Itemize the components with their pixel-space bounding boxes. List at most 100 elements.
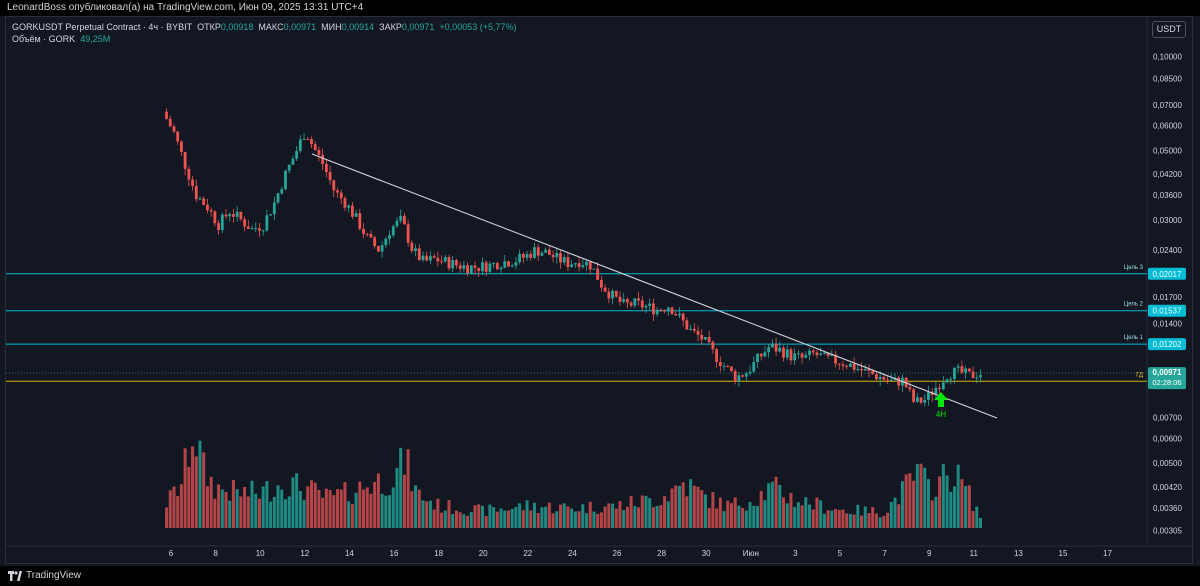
symbol-title[interactable]: GORKUSDT Perpetual Contract · 4ч · BYBIT <box>12 22 193 32</box>
currency-button[interactable]: USDT <box>1152 21 1186 38</box>
candle-body <box>302 138 306 140</box>
candle-body <box>484 262 488 272</box>
volume-bar <box>882 515 886 528</box>
tradingview-logo[interactable]: TradingView <box>8 570 81 581</box>
volume-bar <box>782 497 786 528</box>
candle-body <box>793 353 797 361</box>
volume-bar <box>663 496 667 528</box>
candle-body <box>971 371 975 378</box>
volume-bar <box>462 514 466 528</box>
volume-bar <box>871 507 875 528</box>
candle-body <box>767 347 771 353</box>
candle-body <box>373 237 377 247</box>
candle-body <box>206 204 209 211</box>
volume-bar <box>666 501 670 528</box>
change-value: +0,00053 (+5,77%) <box>439 22 517 32</box>
volume-bar <box>295 473 299 528</box>
volume-bar <box>822 513 826 528</box>
candle-body <box>254 228 258 230</box>
volume-bar <box>767 483 771 528</box>
candle-body <box>421 255 425 261</box>
volume-bar <box>978 517 982 528</box>
volume-bar <box>625 506 629 528</box>
candle-body <box>845 365 849 367</box>
volume-bar <box>358 481 362 528</box>
candle-body <box>588 261 592 270</box>
candle-body <box>406 224 410 243</box>
volume-bar <box>283 499 287 528</box>
candle-body <box>622 299 626 302</box>
candle-body <box>310 139 313 145</box>
volume-bar <box>566 506 570 528</box>
candle-body <box>462 265 466 269</box>
price-tick-label: 0,06000 <box>1153 122 1182 131</box>
candle-body <box>685 320 689 330</box>
candle-body <box>324 163 328 172</box>
candle-body <box>756 353 759 362</box>
price-tick-label: 0,00305 <box>1153 526 1182 535</box>
candle-body <box>644 305 648 308</box>
candle-body <box>826 352 830 356</box>
level-label: Цель 3 <box>1124 265 1144 271</box>
volume-bar <box>778 484 782 528</box>
volume-label[interactable]: Объём · GORK <box>12 34 76 44</box>
candle-body <box>592 268 596 270</box>
candle-body <box>800 353 804 358</box>
volume-bar <box>506 510 510 528</box>
candle-body <box>202 198 206 205</box>
volume-bar <box>354 492 358 528</box>
volume-value: 49,25M <box>80 34 111 44</box>
volume-bar <box>860 515 864 528</box>
candle-body <box>559 252 562 263</box>
volume-bar <box>614 508 618 528</box>
volume-bar <box>718 497 722 528</box>
volume-bar <box>540 507 544 528</box>
candle-body <box>514 262 518 266</box>
volume-bar <box>250 480 254 528</box>
candle-body <box>785 349 789 358</box>
volume-bar <box>280 489 284 528</box>
candle-body <box>763 352 767 357</box>
volume-bar <box>254 493 258 528</box>
volume-bar <box>265 480 269 528</box>
volume-bar <box>484 515 488 528</box>
candle-body <box>243 219 246 227</box>
candle-body <box>521 253 525 258</box>
candle-body <box>837 363 841 365</box>
trendline[interactable] <box>311 153 998 419</box>
volume-bar <box>343 482 347 528</box>
candle-body <box>544 249 548 253</box>
time-tick-label: 26 <box>613 549 622 558</box>
candle-body <box>715 349 719 363</box>
volume-bar <box>744 510 748 528</box>
time-tick-label: 8 <box>213 549 218 558</box>
tradingview-logo-text: TradingView <box>26 570 82 581</box>
volume-bar <box>246 496 250 528</box>
candle-body <box>362 228 365 234</box>
volume-bar <box>492 507 496 528</box>
volume-bar <box>573 511 577 528</box>
time-tick-label: 28 <box>657 549 666 558</box>
volume-bar <box>477 504 481 528</box>
volume-bar <box>544 506 548 528</box>
volume-bar <box>622 510 626 528</box>
breakout-arrow-icon[interactable] <box>934 392 948 407</box>
chart-frame <box>5 16 1193 564</box>
volume-bar <box>707 508 711 528</box>
volume-bar <box>819 500 823 528</box>
volume-bar <box>518 503 522 528</box>
volume-bar <box>239 496 243 528</box>
candle-body <box>652 303 655 315</box>
candle-body <box>770 343 774 348</box>
volume-bar <box>179 484 183 528</box>
candle-body <box>399 215 403 221</box>
candle-body <box>737 375 741 382</box>
volume-bar <box>529 510 533 528</box>
volume-bar <box>964 486 968 528</box>
candle-body <box>425 255 429 261</box>
volume-bar <box>670 488 674 528</box>
volume-bar <box>499 508 503 528</box>
candle-body <box>748 371 752 374</box>
volume-bar <box>176 495 180 528</box>
